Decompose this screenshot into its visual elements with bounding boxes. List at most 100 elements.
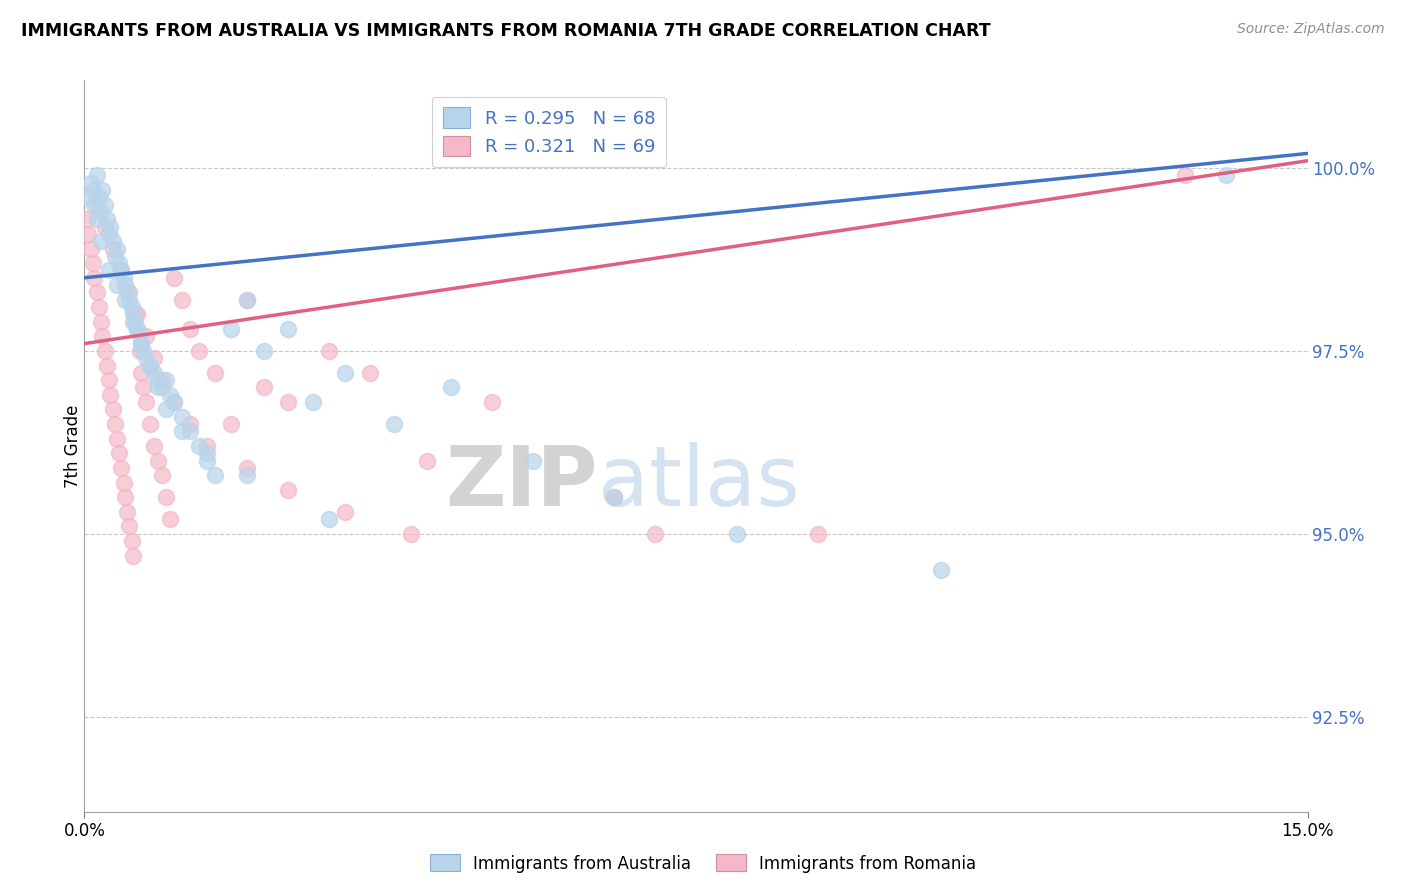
Point [127, 307, 149, 321]
Point [150, 380, 173, 394]
Y-axis label: 7th Grade: 7th Grade [65, 404, 82, 488]
Point [122, 307, 145, 321]
Point [1215, 169, 1237, 183]
Point [138, 417, 160, 431]
Point [150, 373, 173, 387]
Point [172, 425, 194, 439]
Point [146, 373, 169, 387]
Point [115, 285, 138, 300]
Point [481, 395, 503, 409]
Point [195, 439, 218, 453]
Point [124, 307, 146, 321]
Point [127, 322, 149, 336]
Point [142, 366, 165, 380]
Point [204, 366, 226, 380]
Point [107, 256, 129, 270]
Point [277, 483, 299, 497]
Point [163, 395, 186, 409]
Point [86, 169, 108, 183]
Point [90, 205, 112, 219]
Point [236, 461, 259, 475]
Point [603, 490, 626, 504]
Point [138, 359, 160, 373]
Point [82, 256, 104, 270]
Point [440, 380, 463, 394]
Point [195, 446, 218, 460]
Point [644, 526, 666, 541]
Point [135, 395, 157, 409]
Point [187, 343, 209, 358]
Point [114, 278, 136, 293]
Point [277, 322, 299, 336]
Point [163, 270, 186, 285]
Point [121, 300, 143, 314]
Point [114, 490, 136, 504]
Point [301, 395, 323, 409]
Point [127, 322, 149, 336]
Point [105, 278, 128, 293]
Point [725, 526, 748, 541]
Point [100, 388, 122, 402]
Point [121, 534, 143, 549]
Point [105, 432, 128, 446]
Point [124, 315, 146, 329]
Point [118, 293, 141, 307]
Point [82, 183, 104, 197]
Point [159, 512, 181, 526]
Point [132, 343, 155, 358]
Point [335, 366, 357, 380]
Text: atlas: atlas [598, 442, 800, 523]
Point [236, 468, 259, 483]
Point [142, 351, 165, 366]
Point [97, 373, 120, 387]
Point [236, 293, 259, 307]
Point [155, 490, 177, 504]
Point [318, 343, 340, 358]
Point [179, 322, 201, 336]
Point [101, 234, 124, 248]
Text: ZIP: ZIP [446, 442, 598, 523]
Point [135, 329, 157, 343]
Point [93, 343, 115, 358]
Point [90, 315, 112, 329]
Point [87, 190, 110, 204]
Point [86, 285, 108, 300]
Point [80, 176, 103, 190]
Point [91, 329, 114, 343]
Point [86, 197, 108, 211]
Point [399, 526, 422, 541]
Point [155, 373, 177, 387]
Point [77, 227, 100, 241]
Point [187, 439, 209, 453]
Point [359, 366, 381, 380]
Point [112, 475, 135, 490]
Point [110, 263, 132, 277]
Point [155, 402, 177, 417]
Point [83, 197, 105, 211]
Point [118, 285, 141, 300]
Point [87, 300, 110, 314]
Point [318, 512, 340, 526]
Point [142, 439, 165, 453]
Point [80, 242, 103, 256]
Point [101, 242, 124, 256]
Point [96, 359, 118, 373]
Point [219, 322, 242, 336]
Legend: Immigrants from Australia, Immigrants from Romania: Immigrants from Australia, Immigrants fr… [423, 847, 983, 880]
Point [219, 417, 242, 431]
Point [277, 395, 299, 409]
Point [100, 219, 122, 234]
Legend: R = 0.295   N = 68, R = 0.321   N = 69: R = 0.295 N = 68, R = 0.321 N = 69 [432, 96, 666, 167]
Point [132, 380, 155, 394]
Point [146, 453, 169, 467]
Point [93, 197, 115, 211]
Point [416, 453, 439, 467]
Point [382, 417, 405, 431]
Text: Source: ZipAtlas.com: Source: ZipAtlas.com [1237, 22, 1385, 37]
Point [172, 409, 194, 424]
Point [135, 351, 157, 366]
Point [146, 380, 169, 394]
Point [122, 549, 145, 563]
Point [97, 263, 120, 277]
Point [163, 395, 186, 409]
